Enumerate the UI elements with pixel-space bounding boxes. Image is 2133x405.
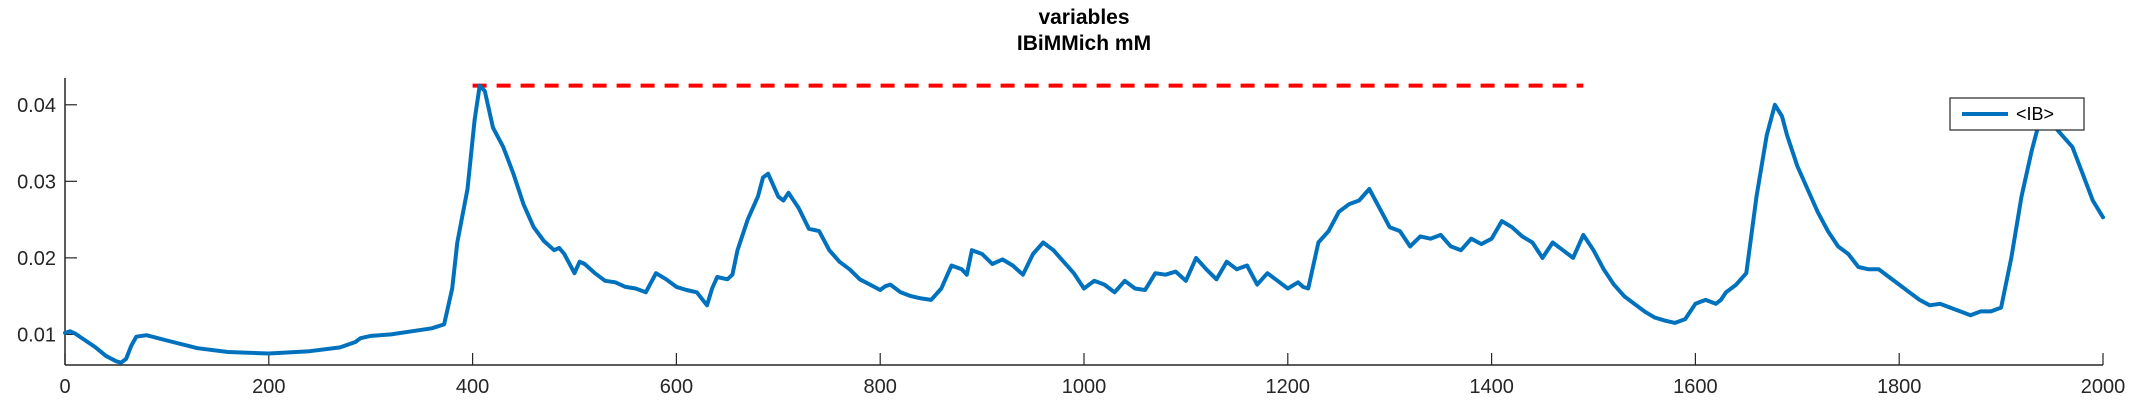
x-tick-label: 0 (59, 376, 70, 398)
y-tick-label: 0.04 (17, 95, 56, 117)
x-axis-ticks: 0 200 400 600 800 1000 1200 1400 1600 1800 2000 (59, 353, 2125, 398)
x-tick-label: 400 (456, 376, 489, 398)
series-line-ib (63, 83, 2105, 365)
legend-label: <IB> (2016, 104, 2054, 124)
y-tick-label: 0.02 (17, 248, 56, 270)
x-tick-label: 1000 (1062, 376, 1107, 398)
y-tick-label: 0.03 (17, 171, 56, 193)
series-group (63, 83, 2105, 365)
chart-title-line-2: IBiMMich mM (1017, 32, 1151, 55)
y-tick-label: 0.01 (17, 324, 56, 346)
x-tick-label: 1800 (1877, 376, 1922, 398)
x-tick-label: 1600 (1673, 376, 1718, 398)
chart-title: variables IBiMMich mM (1017, 6, 1151, 55)
x-tick-label: 1200 (1266, 376, 1311, 398)
x-tick-label: 600 (660, 376, 693, 398)
y-axis-ticks: 0.01 0.02 0.03 0.04 (17, 95, 77, 346)
x-tick-label: 2000 (2081, 376, 2126, 398)
axes (64, 78, 2103, 366)
x-tick-label: 1400 (1469, 376, 1514, 398)
legend: <IB> (1949, 97, 2085, 131)
x-tick-label: 800 (864, 376, 897, 398)
chart-title-line-1: variables (1038, 6, 1129, 29)
x-tick-label: 200 (252, 376, 285, 398)
